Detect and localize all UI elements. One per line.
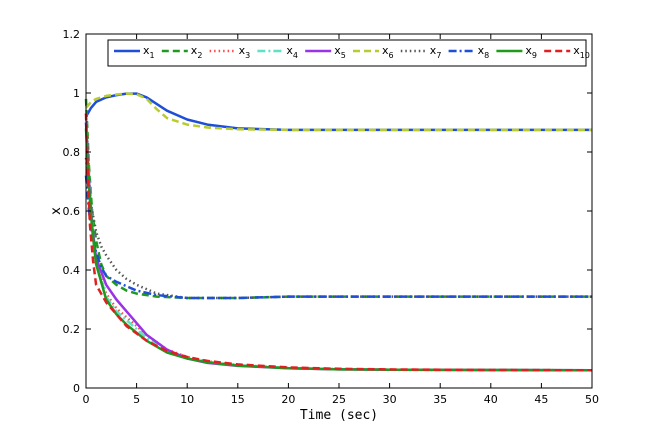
x-tick-label: 30 [383, 393, 397, 406]
y-tick-label: 0.8 [63, 146, 81, 159]
series-line-x3 [84, 113, 593, 372]
series-line-x6 [85, 92, 592, 132]
legend: x1 x2 x3 x4 x5 x6 x7 x8 x9 x10 [107, 39, 590, 67]
series-line-x5 [84, 122, 593, 372]
legend-label: x5 [334, 44, 346, 60]
series-line-x1 [84, 92, 592, 132]
series-line-x10 [84, 113, 593, 372]
x-tick-label: 40 [484, 393, 498, 406]
legend-label: x9 [525, 44, 537, 60]
y-tick-label: 1 [73, 87, 80, 100]
y-tick-label: 0 [73, 382, 80, 395]
plot-frame [85, 33, 593, 389]
axis-ticks: 0 5 10 15 20 25 30 35 40 45 50 0 0.2 0.4 0.6 0.8 1 1.2 [63, 28, 600, 406]
x-tick-label: 5 [133, 393, 140, 406]
series-line-x7 [84, 157, 592, 300]
x-tick-label: 35 [433, 393, 447, 406]
legend-label: x4 [286, 44, 298, 60]
legend-label: x3 [239, 44, 251, 60]
y-axis-label: x [49, 207, 64, 215]
x-tick-label: 10 [180, 393, 194, 406]
y-tick-label: 0.4 [63, 264, 81, 277]
series-line-x8 [84, 175, 592, 300]
series-lines [84, 92, 593, 372]
x-tick-label: 0 [83, 393, 90, 406]
x-tick-label: 25 [332, 393, 346, 406]
x-tick-label: 15 [231, 393, 245, 406]
legend-box [107, 39, 587, 67]
legend-label: x8 [478, 44, 490, 60]
y-tick-label: 0.2 [63, 323, 81, 336]
legend-label: x1 [143, 44, 155, 60]
x-tick-label: 20 [281, 393, 295, 406]
legend-label: x7 [430, 44, 442, 60]
x-tick-label: 45 [534, 393, 548, 406]
y-tick-label: 1.2 [63, 28, 81, 41]
legend-label: x6 [382, 44, 394, 60]
y-tick-label: 0.6 [63, 205, 81, 218]
legend-label: x2 [191, 44, 203, 60]
series-line-x9 [84, 128, 593, 372]
series-line-x4 [84, 122, 593, 372]
x-tick-label: 50 [585, 393, 599, 406]
legend-label: x10 [573, 44, 590, 60]
x-axis-label: Time (sec) [300, 408, 378, 423]
